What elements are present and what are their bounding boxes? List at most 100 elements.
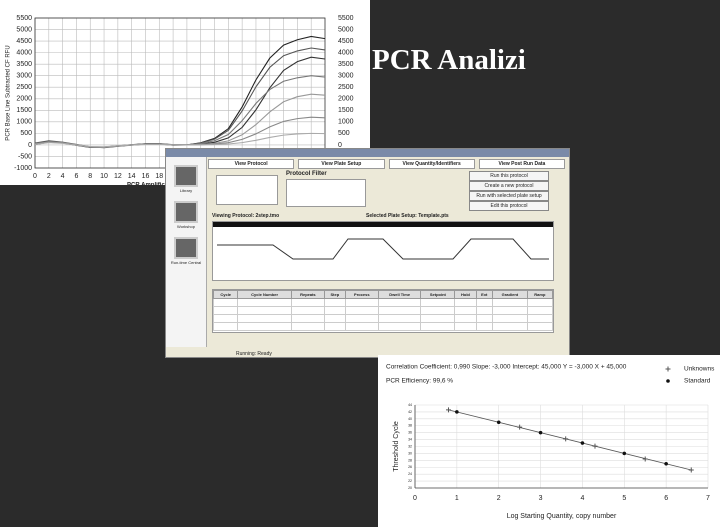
y-tick-label: 42 xyxy=(408,410,412,414)
y2-tick-label: 4500 xyxy=(338,38,354,45)
x-tick-label: 7 xyxy=(706,495,710,502)
sidebar-label[interactable]: Library xyxy=(166,188,206,193)
button[interactable]: Edit this protocol xyxy=(469,201,549,211)
legend-label: Standard xyxy=(684,378,711,385)
column-header: Cycle Number xyxy=(238,291,291,299)
y2-tick-label: 1500 xyxy=(338,107,354,114)
x-tick-label: 12 xyxy=(114,173,122,180)
row xyxy=(214,307,553,315)
filter-label: Protocol Filter xyxy=(286,171,327,177)
plate-label: Selected Plate Setup: Template.pts xyxy=(366,213,449,219)
y-tick-label: 2500 xyxy=(16,84,32,91)
slide: -1000-1000-500-5000050050010001000150015… xyxy=(0,0,720,527)
column-header: Setpoint xyxy=(421,291,455,299)
protocol-trace xyxy=(213,227,553,277)
button[interactable]: Run this protocol xyxy=(469,171,549,181)
x-tick-label: 0 xyxy=(33,173,37,180)
x-axis-label: Log Starting Quantity, copy number xyxy=(507,513,617,520)
column-header: Cycle xyxy=(214,291,238,299)
y-tick-label: 22 xyxy=(408,479,412,483)
x-tick-label: 6 xyxy=(664,495,668,502)
button[interactable]: Run with selected plate setup xyxy=(469,191,549,201)
tab[interactable]: View Quantity/Identifiers xyxy=(389,159,475,169)
row xyxy=(214,299,553,307)
standard-point xyxy=(497,420,501,424)
efficiency: PCR Efficiency: 99,6 % xyxy=(386,378,453,385)
x-tick-label: 1 xyxy=(455,495,459,502)
y-tick-label: 3500 xyxy=(16,61,32,68)
y-tick-label: 40 xyxy=(408,417,412,421)
x-tick-label: 18 xyxy=(155,173,163,180)
column-header: Ext xyxy=(476,291,492,299)
sidebar-label[interactable]: Run-time Central xyxy=(166,260,206,265)
standard-point xyxy=(622,452,626,456)
y-tick-label: 30 xyxy=(408,451,412,455)
y2-tick-label: 500 xyxy=(338,130,350,137)
x-tick-label: 6 xyxy=(74,173,78,180)
y-tick-label: 5000 xyxy=(16,26,32,33)
y-tick-label: 20 xyxy=(408,486,412,490)
icon xyxy=(174,165,198,187)
y-tick-label: 44 xyxy=(408,403,412,407)
x-tick-label: 16 xyxy=(142,173,150,180)
y-tick-label: 4000 xyxy=(16,49,32,56)
standard-curve-chart: Correlation Coefficient: 0,990 Slope: -3… xyxy=(378,355,720,527)
x-tick-label: 2 xyxy=(47,173,51,180)
x-tick-label: 14 xyxy=(128,173,136,180)
statistics: Correlation Coefficient: 0,990 Slope: -3… xyxy=(386,364,627,371)
y-tick-label: 34 xyxy=(408,438,412,442)
y-tick-label: 4500 xyxy=(16,38,32,45)
y-tick-label: 2000 xyxy=(16,96,32,103)
x-tick-label: 5 xyxy=(622,495,626,502)
tab[interactable]: View Protocol xyxy=(208,159,294,169)
y-tick-label: 24 xyxy=(408,472,412,476)
tab[interactable]: View Post Run Data xyxy=(479,159,565,169)
y2-tick-label: 1000 xyxy=(338,119,354,126)
x-tick-label: 4 xyxy=(61,173,65,180)
y-tick-label: 38 xyxy=(408,424,412,428)
y-tick-label: 1000 xyxy=(16,119,32,126)
y-tick-label: 0 xyxy=(28,142,32,149)
x-tick-label: 0 xyxy=(413,495,417,502)
icon xyxy=(174,201,198,223)
column-header: Ramp xyxy=(527,291,552,299)
x-tick-label: 2 xyxy=(497,495,501,502)
tabs: View Protocol View Plate Setup View Quan… xyxy=(208,159,565,169)
column-header: Hold xyxy=(455,291,476,299)
protocol-graph xyxy=(212,221,554,281)
y-tick-label: -1000 xyxy=(14,165,32,172)
legend-label: Unknowns xyxy=(684,366,715,373)
y-tick-label: 3000 xyxy=(16,73,32,80)
temperature-profile xyxy=(217,239,549,259)
y2-tick-label: 2500 xyxy=(338,84,354,91)
table: CycleCycle NumberRepeatsStepProcessDwell… xyxy=(213,290,553,331)
sidebar: Library Workshop Run-time Central xyxy=(166,157,207,347)
row xyxy=(214,323,553,331)
column-header: Dwell Time xyxy=(378,291,421,299)
y2-tick-label: 3000 xyxy=(338,73,354,80)
y-tick-label: -500 xyxy=(18,153,32,160)
file-list[interactable] xyxy=(216,175,278,205)
table-header: CycleCycle NumberRepeatsStepProcessDwell… xyxy=(214,291,553,299)
protocol-list[interactable] xyxy=(286,179,366,207)
software-window: Library Workshop Run-time Central View P… xyxy=(165,148,570,358)
x-tick-label: 8 xyxy=(88,173,92,180)
standard-point xyxy=(666,379,670,383)
x-tick-label: 4 xyxy=(580,495,584,502)
button[interactable]: Create a new protocol xyxy=(469,181,549,191)
y2-tick-label: 5500 xyxy=(338,15,354,22)
standard-point xyxy=(581,441,585,445)
tab[interactable]: View Plate Setup xyxy=(298,159,384,169)
standard-point xyxy=(539,431,543,435)
y-tick-label: 26 xyxy=(408,465,412,469)
y-tick-label: 32 xyxy=(408,444,412,448)
y2-tick-label: 2000 xyxy=(338,96,354,103)
sidebar-label[interactable]: Workshop xyxy=(166,224,206,229)
y-axis-label: PCR Base Line Subtracted CF RFU xyxy=(6,45,12,140)
standard-point xyxy=(455,410,459,414)
y-tick-label: 28 xyxy=(408,458,412,462)
y-tick-label: 36 xyxy=(408,431,412,435)
viewing-label: Viewing Protocol: 2step.tmo xyxy=(212,213,279,219)
standard-point xyxy=(664,462,668,466)
